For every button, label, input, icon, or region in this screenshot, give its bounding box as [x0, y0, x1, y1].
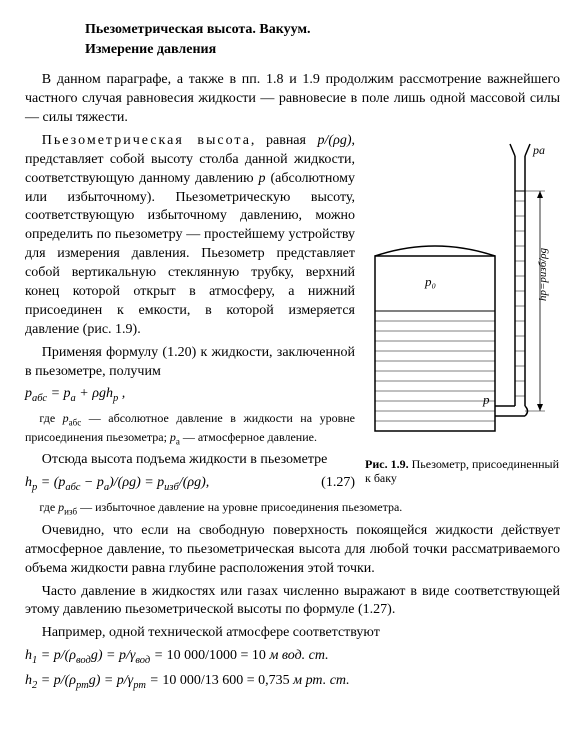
heading-line-1: Пьезометрическая высота. Вакуум. — [85, 22, 310, 37]
heading-line-2: Измерение давления — [85, 42, 216, 57]
equation-2: hp = (pабс − pа)/(ρg) = pизб/(ρg), (1.27… — [25, 474, 355, 495]
paragraph-6: Часто давление в жидкостях или газах чис… — [25, 583, 560, 621]
equation-4: h2 = p/(ρртg) = p/γрт = 10 000/13 600 = … — [25, 672, 560, 693]
note-2: где pизб — избыточное давление на уровне… — [25, 499, 560, 518]
label-p: p — [482, 392, 490, 407]
para2-term: Пьезометрическая высота — [42, 133, 251, 148]
piezometer-diagram: pа p₀ p hp=pизб/ρg — [365, 136, 560, 446]
section-heading: Пьезометрическая высота. Вакуум. Измерен… — [85, 20, 560, 59]
figure-1-9: pа p₀ p hp=pизб/ρg Рис. 1.9. Пьезометр, … — [365, 136, 560, 486]
para2-expr: p/(ρg) — [318, 133, 352, 148]
equation-2-tag: (1.27) — [321, 474, 355, 493]
label-hp: hp=pизб/ρg — [537, 247, 549, 301]
label-pa: pа — [532, 143, 545, 157]
equation-3: h1 = p/(ρводg) = p/γвод = 10 000/1000 = … — [25, 647, 560, 668]
paragraph-5: Очевидно, что если на свободную поверхно… — [25, 522, 560, 579]
paragraph-7: Например, одной технической атмосфере со… — [25, 624, 560, 643]
paragraph-1: В данном параграфе, а также в пп. 1.8 и … — [25, 71, 560, 128]
figure-caption: Рис. 1.9. Пьезометр, присоединенный к ба… — [365, 457, 560, 486]
label-p0: p₀ — [424, 274, 436, 289]
equation-2-body: hp = (pабс − pа)/(ρg) = pизб/(ρg), — [25, 474, 209, 495]
figure-caption-num: Рис. 1.9. — [365, 457, 409, 471]
